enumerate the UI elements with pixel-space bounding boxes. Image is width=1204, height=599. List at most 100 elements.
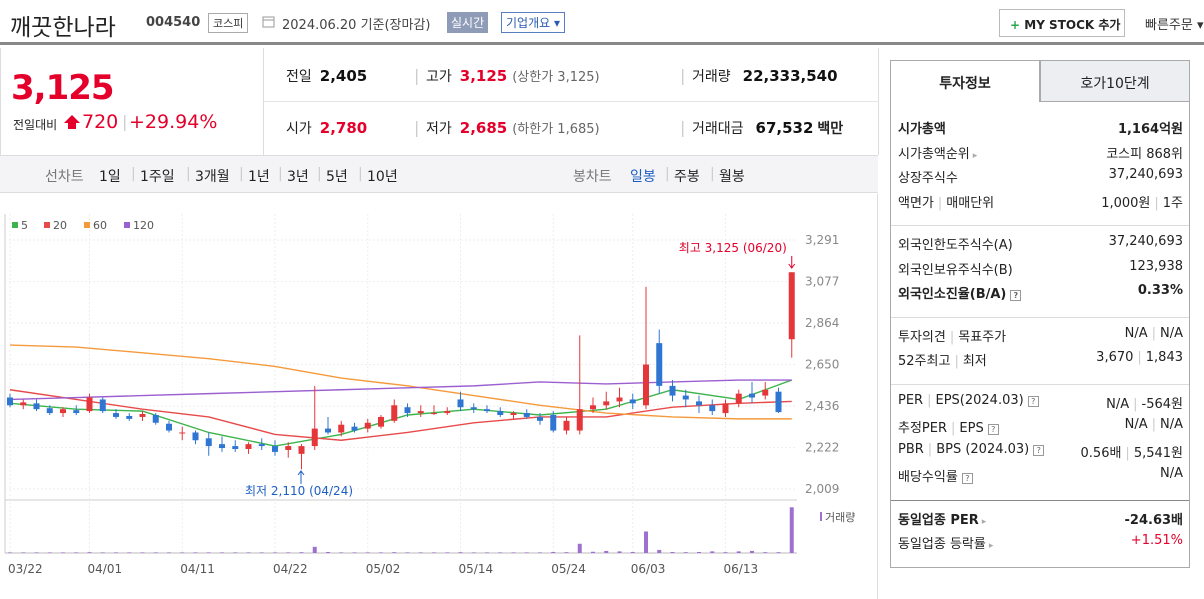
- y-tick-label: 3,291: [805, 233, 839, 247]
- period-button[interactable]: 5년: [326, 169, 348, 185]
- candle-body: [404, 407, 411, 414]
- candle-body: [179, 432, 186, 434]
- quote-cell: 전일 2,405: [286, 66, 367, 86]
- volume-bar: [776, 552, 781, 553]
- period-button[interactable]: 3년: [287, 169, 309, 185]
- label-text: 추정PER: [898, 421, 948, 436]
- divider: |: [131, 166, 136, 182]
- period-button[interactable]: 1년: [248, 169, 270, 185]
- volume-bar: [392, 552, 397, 553]
- info-row: 시가총액 1,164억원: [898, 118, 1183, 140]
- help-icon: ?: [1027, 395, 1039, 407]
- candle-body: [60, 409, 66, 414]
- quote-value: 2,780: [319, 119, 368, 137]
- candle-body: [364, 422, 371, 429]
- candle-body: [537, 416, 543, 421]
- divider: |: [680, 118, 686, 137]
- candle-body: [762, 389, 769, 396]
- period-button[interactable]: 1일: [99, 169, 121, 185]
- volume-bar: [763, 552, 768, 553]
- period-button[interactable]: 3개월: [195, 169, 230, 185]
- x-tick-label: 06/03: [631, 562, 666, 576]
- stock-name: 깨끗한나라: [10, 15, 116, 41]
- info-value: 123,938: [1129, 259, 1183, 274]
- info-label: PBR | BPS (2024.03)?: [898, 442, 1045, 457]
- volume-bar: [140, 552, 145, 553]
- value-text: +1.51%: [1130, 533, 1183, 548]
- quote-cell: 거래량 22,333,540: [692, 66, 838, 86]
- divider: |: [1154, 195, 1159, 211]
- label-text: 동일업종 등락률: [898, 537, 986, 552]
- y-tick-label: 2,650: [805, 358, 839, 372]
- realtime-badge[interactable]: 실시간: [447, 12, 489, 33]
- value-text: 5,541원: [1133, 445, 1183, 461]
- candle-body: [245, 444, 252, 449]
- volume-bar: [498, 552, 503, 553]
- info-row: PER | EPS(2024.03)? N/A | -564원: [898, 393, 1183, 415]
- quick-order-label: 빠른주문: [1145, 18, 1193, 33]
- help-icon: ?: [1010, 290, 1022, 301]
- info-row: 외국인보유주식수(B) 123,938: [898, 259, 1183, 281]
- volume-bar: [21, 552, 26, 553]
- label-text: 상장주식수: [898, 171, 958, 186]
- calendar-icon: [262, 16, 275, 28]
- volume-bar: [326, 551, 330, 553]
- legend-swatch: [124, 222, 130, 228]
- tab[interactable]: 투자정보: [890, 60, 1040, 102]
- candle-body: [258, 444, 265, 447]
- value-text: N/A: [1106, 396, 1130, 412]
- candle-body: [629, 399, 636, 404]
- info-value: 0.56배 | 5,541원: [1081, 442, 1183, 461]
- volume-bar: [100, 552, 105, 553]
- up-arrow-icon: [64, 115, 80, 129]
- candle-body: [73, 410, 80, 414]
- quote-label: 거래량: [692, 69, 731, 85]
- volume-bar: [736, 551, 741, 553]
- volume-bar: [312, 546, 317, 553]
- candle-body: [603, 401, 610, 406]
- divider: |: [1137, 350, 1142, 365]
- stock-code: 004540: [146, 15, 201, 30]
- company-info-button[interactable]: 기업개요 ▾: [501, 12, 566, 33]
- arrow: [297, 470, 305, 484]
- candle-body: [205, 438, 212, 447]
- candle-body: [590, 405, 596, 410]
- ma-line: [9, 389, 792, 441]
- info-label: 외국인보유주식수(B): [898, 259, 1013, 278]
- candle-period-button[interactable]: 일봉: [630, 169, 656, 185]
- volume-bar: [551, 551, 556, 553]
- chart-toolbar: 선차트 1일 1주일 | 3개월 | 1년 | 3년 | 5년 | 10년 | 봉차트 일봉 주봉 | 월봉 |: [0, 155, 878, 193]
- volume-bar: [670, 551, 675, 553]
- tab[interactable]: 호가10단계: [1040, 60, 1190, 102]
- value-text: -24.63배: [1124, 512, 1183, 528]
- label-text: 목표주가: [958, 329, 1007, 345]
- candle-period-button[interactable]: 주봉: [674, 169, 700, 185]
- candle-body: [682, 395, 689, 400]
- value-text: 1,000원: [1101, 195, 1151, 211]
- candle-body: [166, 423, 172, 431]
- divider: |: [414, 118, 420, 137]
- period-button[interactable]: 1주일: [140, 169, 175, 185]
- period-button[interactable]: 10년: [367, 169, 398, 185]
- info-row: 동일업종 등락률 ▸ +1.51%: [898, 533, 1183, 555]
- quote-unit: 백만: [817, 121, 844, 137]
- candle-body: [457, 399, 464, 408]
- label-text: 배당수익률: [898, 470, 958, 485]
- help-icon: ?: [987, 424, 999, 435]
- volume-bar: [286, 552, 291, 553]
- divider: |: [358, 166, 363, 182]
- quote-grid: 전일 2,405 고가 3,125 (상한가 3,125) | 거래량 22,333,540 |…: [263, 48, 879, 155]
- candle-body: [709, 405, 716, 412]
- candle-body: [576, 409, 583, 431]
- volume-bar: [8, 552, 12, 553]
- group-divider: [890, 499, 1190, 501]
- candle-period-button[interactable]: 월봉: [719, 169, 745, 185]
- volume-bar: [299, 552, 304, 553]
- info-value: N/A: [1160, 466, 1183, 481]
- quick-order[interactable]: 빠른주문 ▾: [1145, 18, 1204, 33]
- quote-cell: 시가 2,780: [286, 118, 367, 138]
- mystock-button[interactable]: + MY STOCK 추가: [999, 9, 1125, 37]
- volume-bar: [193, 552, 198, 553]
- volume-bar: [273, 552, 277, 553]
